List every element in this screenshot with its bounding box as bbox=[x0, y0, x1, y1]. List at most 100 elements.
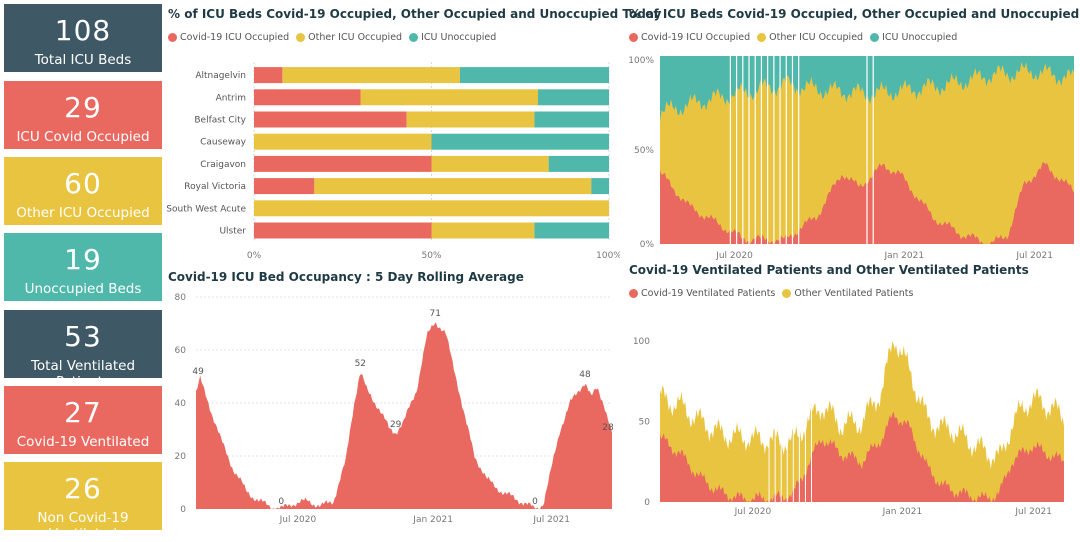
x-tick-label: Jan 2021 bbox=[412, 515, 453, 525]
legend-item[interactable]: ICU Unoccupied bbox=[870, 32, 957, 43]
y-tick-label: 0 bbox=[644, 498, 650, 508]
bar-segment bbox=[360, 89, 538, 106]
y-tick-label: 20 bbox=[175, 452, 187, 462]
x-tick-label: Jul 2021 bbox=[1014, 507, 1052, 517]
y-tick-label: 100 bbox=[633, 337, 650, 347]
data-label: 71 bbox=[429, 309, 440, 319]
kpi-value: 60 bbox=[64, 167, 102, 200]
x-tick-label: 0% bbox=[247, 251, 262, 261]
kpi-value: 19 bbox=[64, 243, 102, 276]
y-tick-label: Antrim bbox=[216, 93, 246, 103]
bar-segment bbox=[254, 67, 283, 84]
series-area-covid bbox=[196, 322, 612, 509]
legend-item[interactable]: Covid-19 ICU Occupied bbox=[168, 32, 289, 43]
bar-segment bbox=[534, 222, 609, 239]
data-label: 52 bbox=[355, 359, 366, 369]
x-tick-label: Jan 2021 bbox=[882, 507, 923, 517]
kpi-value: 27 bbox=[64, 396, 102, 429]
data-label: 0 bbox=[532, 497, 538, 507]
kpi-other-icu-occupied[interactable]: 60 Other ICU Occupied bbox=[4, 157, 162, 225]
y-tick-label: Craigavon bbox=[200, 160, 246, 170]
bar-segment bbox=[282, 67, 460, 84]
kpi-label: Unoccupied Beds bbox=[24, 281, 142, 297]
data-label: 49 bbox=[192, 367, 204, 377]
legend-dot-other bbox=[296, 33, 306, 42]
bar-segment bbox=[538, 89, 609, 106]
bar-segment bbox=[431, 133, 609, 150]
legend-item[interactable]: Other ICU Occupied bbox=[296, 32, 402, 43]
kpi-label: Non Covid-19 Ventilated bbox=[37, 510, 129, 542]
legend-dot-covid bbox=[629, 33, 638, 42]
kpi-value: 29 bbox=[64, 91, 102, 124]
legend-label: Other Ventilated Patients bbox=[794, 288, 914, 299]
legend-dot-covid bbox=[168, 33, 177, 42]
kpi-total-ventilated[interactable]: 53 Total Ventilated Patients bbox=[4, 310, 162, 390]
kpi-unoccupied-beds[interactable]: 19 Unoccupied Beds bbox=[4, 233, 162, 301]
bar-segment bbox=[254, 178, 315, 195]
y-tick-label: Causeway bbox=[200, 138, 247, 148]
legend-item[interactable]: ICU Unoccupied bbox=[409, 32, 496, 43]
kpi-value: 53 bbox=[64, 320, 102, 353]
kpi-label: Covid-19 Ventilated bbox=[16, 434, 150, 450]
kpi-total-icu-beds[interactable]: 108 Total ICU Beds bbox=[4, 4, 162, 72]
chart-legend: Covid-19 ICU Occupied Other ICU Occupied… bbox=[629, 32, 964, 43]
kpi-covid-ventilated[interactable]: 27 Covid-19 Ventilated bbox=[4, 386, 162, 454]
legend-dot-unoccupied bbox=[409, 33, 419, 42]
chart-legend: Covid-19 ICU Occupied Other ICU Occupied… bbox=[168, 32, 503, 43]
bar-segment bbox=[459, 67, 609, 84]
kpi-label: Other ICU Occupied bbox=[16, 205, 150, 221]
legend-label: Other ICU Occupied bbox=[308, 32, 403, 43]
x-tick-label: Jul 2021 bbox=[1015, 251, 1053, 261]
kpi-icu-covid-occupied[interactable]: 29 ICU Covid Occupied bbox=[4, 81, 162, 149]
kpi-label: ICU Covid Occupied bbox=[16, 129, 150, 145]
y-tick-label: 0% bbox=[640, 240, 655, 250]
bar-segment bbox=[314, 178, 592, 195]
chart-legend: Covid-19 Ventilated Patients Other Venti… bbox=[629, 288, 920, 299]
chart-title: Covid-19 Ventilated Patients and Other V… bbox=[629, 263, 1029, 277]
bar-segment bbox=[591, 178, 609, 195]
y-tick-label: 60 bbox=[175, 346, 187, 356]
legend-item[interactable]: Other Ventilated Patients bbox=[782, 288, 913, 299]
legend-dot-other bbox=[782, 289, 792, 298]
legend-item[interactable]: Covid-19 ICU Occupied bbox=[629, 32, 750, 43]
legend-label: Covid-19 ICU Occupied bbox=[180, 32, 290, 43]
x-tick-label: Jul 2021 bbox=[532, 515, 570, 525]
rolling-average-chart: 0 20 40 60 80 49 0 52 29 71 0 48 28 Jul 2020 Jan 2021 J… bbox=[175, 293, 614, 525]
kpi-value: 108 bbox=[54, 14, 112, 47]
legend-dot-other bbox=[757, 33, 767, 42]
legend-label: Covid-19 Ventilated Patients bbox=[641, 288, 776, 299]
y-tick-label: South West Acute bbox=[166, 204, 246, 214]
legend-dot-unoccupied bbox=[870, 33, 880, 42]
y-tick-label: Altnagelvin bbox=[195, 71, 246, 81]
x-tick-label: Jul 2020 bbox=[279, 515, 317, 525]
bar-segment bbox=[254, 155, 432, 172]
legend-label: Covid-19 ICU Occupied bbox=[641, 32, 751, 43]
y-tick-label: 50% bbox=[634, 146, 654, 156]
bar-segment bbox=[254, 111, 407, 128]
kpi-label: Total ICU Beds bbox=[34, 52, 132, 68]
chart-title: % of ICU Beds Covid-19 Occupied, Other O… bbox=[629, 7, 1080, 21]
bar-chart-today: 0% 50% 100% Altnagelvin Antrim Belfast City Ca… bbox=[166, 62, 620, 261]
legend-item[interactable]: Other ICU Occupied bbox=[757, 32, 863, 43]
series-area-covid bbox=[660, 411, 1064, 502]
chart-title: % of ICU Beds Covid-19 Occupied, Other O… bbox=[168, 7, 662, 21]
x-tick-label: 50% bbox=[421, 251, 441, 261]
bar-segment bbox=[548, 155, 609, 172]
kpi-non-covid-ventilated[interactable]: 26 Non Covid-19 Ventilated bbox=[4, 462, 162, 542]
data-label: 0 bbox=[278, 497, 284, 507]
bar-segment bbox=[406, 111, 535, 128]
bar-segment bbox=[431, 222, 535, 239]
x-tick-label: Jan 2021 bbox=[883, 251, 924, 261]
x-tick-label: Jul 2020 bbox=[715, 251, 753, 261]
bar-segment bbox=[534, 111, 609, 128]
legend-label: ICU Unoccupied bbox=[882, 32, 958, 43]
bar-segment bbox=[431, 155, 549, 172]
y-tick-label: Belfast City bbox=[194, 116, 246, 126]
legend-item[interactable]: Covid-19 Ventilated Patients bbox=[629, 288, 775, 299]
kpi-value: 26 bbox=[64, 472, 102, 505]
data-label: 48 bbox=[579, 370, 591, 380]
bar-segment bbox=[254, 200, 609, 217]
bar-segment bbox=[254, 133, 432, 150]
series-area-other bbox=[660, 341, 1064, 502]
y-tick-label: Royal Victoria bbox=[184, 182, 246, 192]
